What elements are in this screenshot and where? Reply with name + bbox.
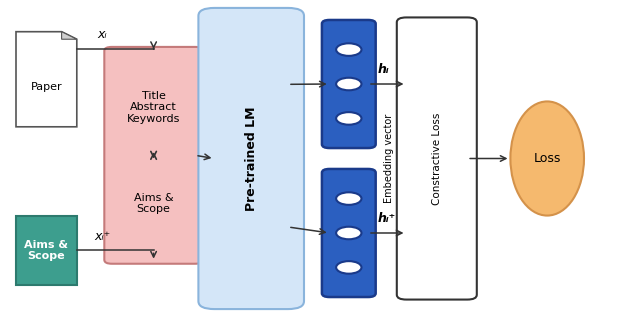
Text: xᵢ: xᵢ xyxy=(97,28,108,41)
FancyBboxPatch shape xyxy=(104,47,203,264)
FancyBboxPatch shape xyxy=(322,169,376,297)
Text: Constractive Loss: Constractive Loss xyxy=(432,112,442,205)
FancyBboxPatch shape xyxy=(198,8,304,309)
Ellipse shape xyxy=(511,101,584,216)
Circle shape xyxy=(336,227,362,239)
Text: Loss: Loss xyxy=(534,152,561,165)
Text: Embedding vector: Embedding vector xyxy=(384,114,394,203)
Circle shape xyxy=(336,192,362,205)
Text: xᵢ⁺: xᵢ⁺ xyxy=(94,230,111,243)
Text: Paper: Paper xyxy=(31,82,62,92)
FancyBboxPatch shape xyxy=(322,20,376,148)
Text: Pre-trained LM: Pre-trained LM xyxy=(244,106,258,211)
Circle shape xyxy=(336,78,362,90)
Text: Aims &
Scope: Aims & Scope xyxy=(134,193,173,214)
Text: Title
Abstract
Keywords: Title Abstract Keywords xyxy=(127,91,180,124)
Text: hᵢ: hᵢ xyxy=(378,63,389,76)
FancyBboxPatch shape xyxy=(397,17,477,300)
Polygon shape xyxy=(61,32,77,39)
Polygon shape xyxy=(16,32,77,127)
Circle shape xyxy=(336,112,362,125)
Text: Aims &
Scope: Aims & Scope xyxy=(24,240,68,261)
Text: hᵢ⁺: hᵢ⁺ xyxy=(378,212,396,225)
Circle shape xyxy=(336,43,362,56)
Circle shape xyxy=(336,261,362,274)
FancyBboxPatch shape xyxy=(16,216,77,285)
